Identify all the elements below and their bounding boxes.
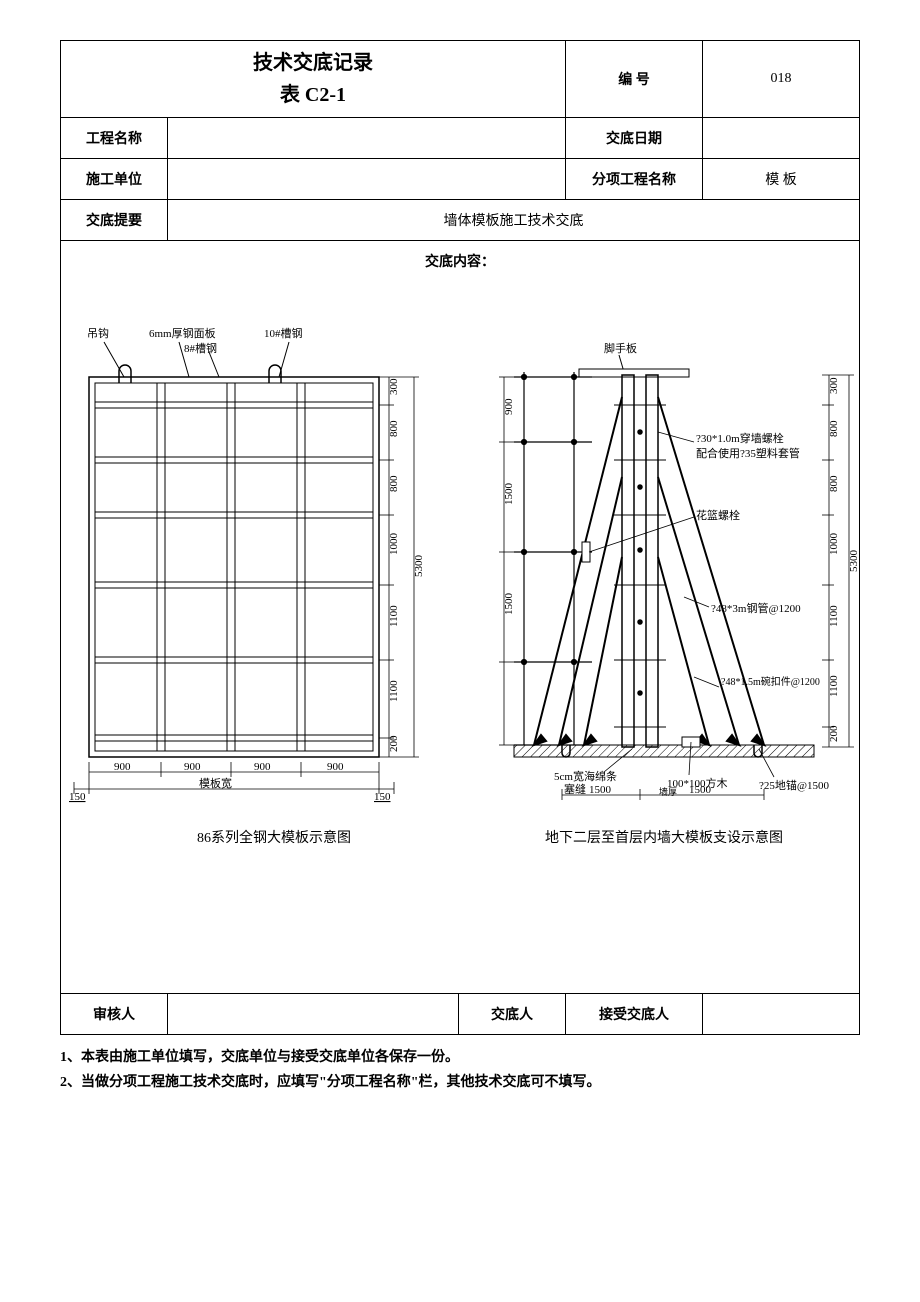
right-diagram: 脚手板 — [464, 297, 864, 817]
svg-text:800: 800 — [388, 475, 400, 492]
receive-label: 接受交底人 — [566, 994, 703, 1035]
svg-text:塞缝: 塞缝 — [564, 782, 586, 796]
svg-text:300: 300 — [828, 377, 840, 394]
summary-label: 交底提要 — [61, 200, 168, 241]
reviewer-value — [168, 994, 459, 1035]
left-diagram: 吊钩 6mm厚钢面板 8#槽钢 10#槽钢 — [69, 297, 459, 817]
project-name-value — [168, 118, 566, 159]
svg-text:模板宽: 模板宽 — [199, 776, 232, 790]
svg-text:5cm宽海绵条: 5cm宽海绵条 — [554, 769, 617, 783]
project-name-label: 工程名称 — [61, 118, 168, 159]
svg-text:10#槽钢: 10#槽钢 — [264, 327, 303, 340]
diagram-cell: 吊钩 6mm厚钢面板 8#槽钢 10#槽钢 — [61, 281, 860, 994]
receive-value — [703, 994, 860, 1035]
svg-text:1100: 1100 — [388, 605, 400, 627]
svg-text:900: 900 — [254, 761, 271, 773]
svg-text:900: 900 — [114, 761, 131, 773]
svg-text:800: 800 — [388, 420, 400, 437]
svg-text:1100: 1100 — [828, 675, 840, 697]
svg-text:?25地锚@1500: ?25地锚@1500 — [759, 778, 830, 792]
subproject-label: 分项工程名称 — [566, 159, 703, 200]
svg-text:900: 900 — [327, 761, 344, 773]
svg-text:1000: 1000 — [388, 533, 400, 556]
svg-text:200: 200 — [388, 735, 400, 752]
svg-text:1000: 1000 — [828, 533, 840, 556]
svg-text:?30*1.0m穿墙螺栓: ?30*1.0m穿墙螺栓 — [696, 431, 784, 445]
note-2: 2、当做分项工程施工技术交底时，应填写"分项工程名称"栏，其他技术交底可不填写。 — [60, 1070, 860, 1095]
svg-text:1500: 1500 — [503, 593, 515, 616]
svg-text:200: 200 — [828, 725, 840, 742]
summary-value: 墙体模板施工技术交底 — [168, 200, 860, 241]
svg-text:800: 800 — [828, 420, 840, 437]
form-title: 技术交底记录 表 C2-1 — [61, 41, 566, 118]
svg-text:8#槽钢: 8#槽钢 — [184, 342, 217, 355]
content-label: 交底内容： — [61, 241, 860, 282]
svg-text:1500: 1500 — [589, 784, 612, 796]
number-label: 编 号 — [566, 41, 703, 118]
svg-text:?48*3m钢管@1200: ?48*3m钢管@1200 — [711, 601, 801, 615]
svg-text:900: 900 — [503, 398, 515, 415]
page: 技术交底记录 表 C2-1 编 号 018 工程名称 交底日期 施工单位 分项工… — [60, 40, 860, 1095]
reviewer-label: 审核人 — [61, 994, 168, 1035]
svg-text:900: 900 — [184, 761, 201, 773]
footnotes: 1、本表由施工单位填写，交底单位与接受交底单位各保存一份。 2、当做分项工程施工… — [60, 1045, 860, 1095]
disclose-label: 交底人 — [459, 994, 566, 1035]
svg-text:5300: 5300 — [848, 550, 860, 573]
form-table: 技术交底记录 表 C2-1 编 号 018 工程名称 交底日期 施工单位 分项工… — [60, 40, 860, 1035]
svg-text:脚手板: 脚手板 — [604, 341, 637, 355]
svg-text:5300: 5300 — [413, 555, 425, 578]
subproject-value: 模 板 — [703, 159, 860, 200]
right-caption: 地下二层至首层内墙大模板支设示意图 — [469, 827, 859, 847]
unit-value — [168, 159, 566, 200]
diagram-area: 吊钩 6mm厚钢面板 8#槽钢 10#槽钢 — [69, 287, 851, 987]
unit-label: 施工单位 — [61, 159, 168, 200]
note-1: 1、本表由施工单位填写，交底单位与接受交底单位各保存一份。 — [60, 1045, 860, 1070]
number-value: 018 — [703, 41, 860, 118]
svg-text:150: 150 — [69, 791, 86, 803]
svg-text:6mm厚钢面板: 6mm厚钢面板 — [149, 326, 216, 340]
date-value — [703, 118, 860, 159]
svg-text:300: 300 — [388, 378, 400, 395]
svg-text:1100: 1100 — [388, 680, 400, 702]
svg-text:吊钩: 吊钩 — [87, 326, 109, 340]
left-caption: 86系列全钢大模板示意图 — [99, 827, 449, 847]
svg-text:配合使用?35塑料套管: 配合使用?35塑料套管 — [696, 446, 800, 460]
date-label: 交底日期 — [566, 118, 703, 159]
svg-text:800: 800 — [828, 475, 840, 492]
svg-text:花篮螺栓: 花篮螺栓 — [696, 508, 740, 522]
svg-text:1100: 1100 — [828, 605, 840, 627]
svg-text:1500: 1500 — [503, 483, 515, 506]
svg-text:150: 150 — [374, 791, 391, 803]
svg-text:?48*1.5m碗扣件@1200: ?48*1.5m碗扣件@1200 — [721, 675, 820, 688]
svg-text:1500: 1500 — [689, 784, 712, 796]
